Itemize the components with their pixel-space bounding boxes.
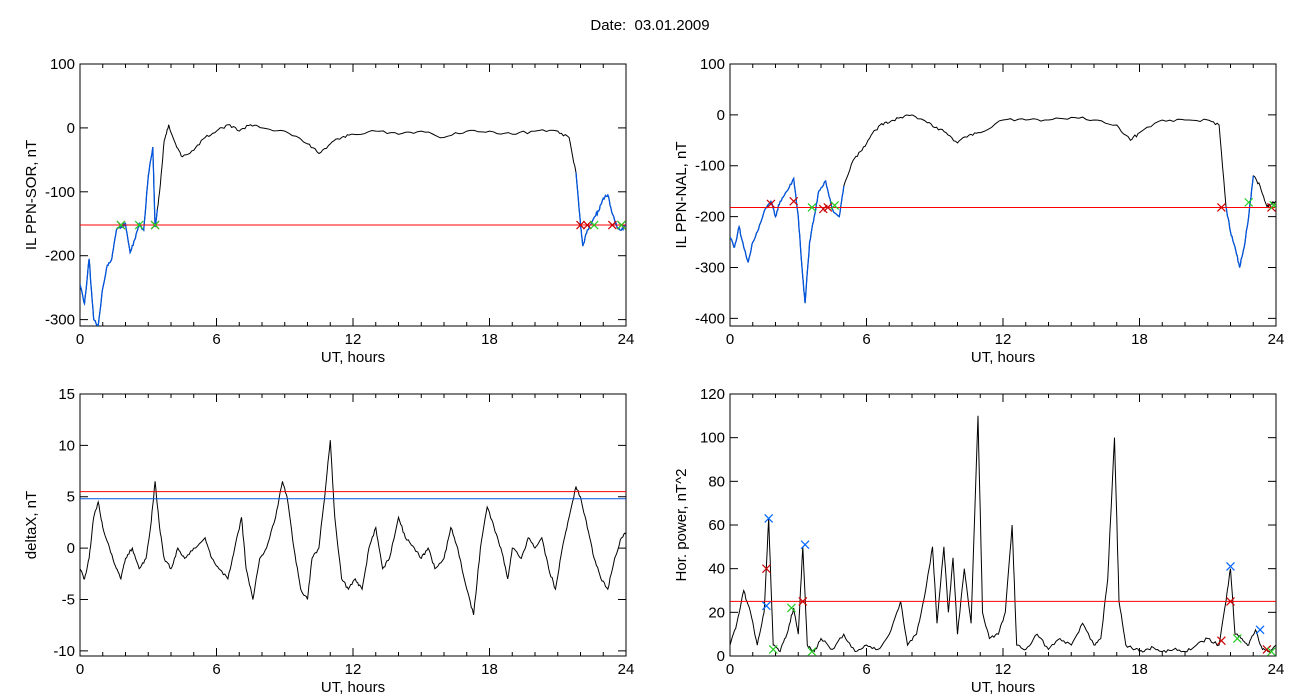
sor-ytick-label: 100 <box>50 56 75 73</box>
power-marker-red <box>1226 596 1235 606</box>
nal-highlight-segment <box>730 176 845 304</box>
nal-xtick-label: 18 <box>1131 331 1148 348</box>
power-ytick-label: 60 <box>708 517 725 534</box>
power-ytick-label: 100 <box>700 430 725 447</box>
nal-xtick-label: 24 <box>1268 331 1285 348</box>
power-marker-green <box>807 647 817 656</box>
deltax-xtick-label: 18 <box>481 661 498 678</box>
nal-marker-red <box>789 196 799 206</box>
sor-marker-green <box>134 220 144 230</box>
page-title: Date: 03.01.2009 <box>590 17 710 34</box>
nal-panel: 0 6 12 18 24 100 0 -100 -200 -300 -400 UT, hours IL … <box>673 56 1285 366</box>
deltax-ytick-label: 10 <box>58 437 75 454</box>
deltax-panel: 0 6 12 18 24 15 10 5 0 -5 -10 UT, hours deltaX, nT <box>23 386 635 696</box>
nal-plot-frame <box>729 63 1277 327</box>
sor-marker-red <box>582 220 592 230</box>
sor-marker-green <box>150 220 160 230</box>
sor-ylabel: IL PPN-SOR, nT <box>23 140 40 250</box>
sor-xlabel: UT, hours <box>321 349 385 366</box>
deltax-ytick-label: -10 <box>53 643 75 660</box>
sor-xtick-label: 18 <box>481 331 498 348</box>
nal-series-line <box>730 114 1276 304</box>
power-marker-green <box>1267 647 1276 656</box>
deltax-xlabel: UT, hours <box>321 679 385 696</box>
sor-panel: 0 6 12 18 24 100 0 -100 -200 -300 UT, hours IL PPN-… <box>23 56 635 366</box>
power-ytick-label: 0 <box>717 648 725 665</box>
power-series-line <box>730 415 1276 654</box>
deltax-xtick-label: 12 <box>345 661 362 678</box>
power-marker-blue <box>761 601 771 611</box>
power-marker-green <box>787 603 796 613</box>
sor-xtick-label: 6 <box>212 331 220 348</box>
nal-xtick-label: 0 <box>726 331 734 348</box>
sor-marker-red <box>576 220 585 230</box>
power-marker-green <box>1232 634 1242 643</box>
deltax-series-line <box>80 440 626 616</box>
power-xtick-label: 6 <box>862 661 870 678</box>
deltax-ytick-label: 5 <box>67 489 75 506</box>
deltax-xtick-label: 24 <box>618 661 635 678</box>
power-panel: 0 6 12 18 24 120 100 80 60 40 20 0 UT, hours Hor. pow… <box>673 386 1285 696</box>
power-xtick-label: 18 <box>1131 661 1148 678</box>
nal-marker-red <box>1216 203 1226 212</box>
sor-plot-frame <box>79 63 627 327</box>
deltax-plot-frame <box>79 393 627 657</box>
nal-marker-green <box>830 201 840 210</box>
sor-ytick-label: -200 <box>45 248 75 265</box>
nal-marker-green <box>1244 197 1254 207</box>
nal-ytick-label: -300 <box>695 259 725 276</box>
power-xtick-label: 12 <box>995 661 1012 678</box>
sor-xtick-label: 12 <box>345 331 362 348</box>
power-plot-frame <box>729 393 1277 657</box>
sor-xtick-label: 24 <box>618 331 635 348</box>
power-ylabel: Hor. power, nT^2 <box>673 469 690 582</box>
power-marker-blue <box>1255 625 1265 635</box>
sor-marker-red <box>607 220 617 230</box>
nal-ytick-label: 0 <box>717 107 725 124</box>
power-ytick-label: 40 <box>708 561 725 578</box>
power-marker-blue <box>800 540 810 550</box>
deltax-xtick-label: 6 <box>212 661 220 678</box>
power-marker-blue <box>1226 562 1235 571</box>
power-marker-red <box>1262 645 1272 654</box>
deltax-ytick-label: 15 <box>58 386 75 403</box>
deltax-ytick-label: 0 <box>67 540 75 557</box>
power-xlabel: UT, hours <box>971 679 1035 696</box>
nal-ytick-label: 100 <box>700 56 725 73</box>
nal-marker-green <box>1269 201 1276 210</box>
sor-highlight-segment <box>80 147 158 326</box>
nal-marker-red <box>766 199 776 209</box>
nal-marker-red <box>823 203 833 212</box>
power-marker-red <box>761 564 771 574</box>
nal-xlabel: UT, hours <box>971 349 1035 366</box>
power-marker-red <box>1216 636 1226 646</box>
deltax-ylabel: deltaX, nT <box>23 491 40 559</box>
deltax-xtick-label: 0 <box>76 661 84 678</box>
power-ytick-label: 20 <box>708 604 725 621</box>
power-marker-green <box>768 645 778 654</box>
power-marker-red <box>798 596 808 606</box>
power-xtick-label: 24 <box>1268 661 1285 678</box>
power-marker-blue <box>764 514 774 523</box>
power-xtick-label: 0 <box>726 661 734 678</box>
power-ytick-label: 80 <box>708 473 725 490</box>
power-ytick-label: 120 <box>700 386 725 403</box>
sor-marker-green <box>617 220 626 230</box>
nal-ylabel: IL PPN-NAL, nT <box>673 142 690 249</box>
sor-highlight-segment <box>575 172 626 247</box>
sor-ytick-label: -100 <box>45 184 75 201</box>
sor-ytick-label: 0 <box>67 120 75 137</box>
nal-xtick-label: 12 <box>995 331 1012 348</box>
sor-marker-green <box>589 220 599 230</box>
deltax-ytick-label: -5 <box>62 591 75 608</box>
nal-xtick-label: 6 <box>862 331 870 348</box>
sor-xtick-label: 0 <box>76 331 84 348</box>
nal-ytick-label: -100 <box>695 158 725 175</box>
sor-ytick-label: -300 <box>45 312 75 329</box>
nal-ytick-label: -400 <box>695 310 725 327</box>
nal-highlight-segment <box>1225 175 1254 268</box>
nal-marker-green <box>807 203 817 212</box>
nal-ytick-label: -200 <box>695 209 725 226</box>
sor-marker-green <box>116 220 126 230</box>
